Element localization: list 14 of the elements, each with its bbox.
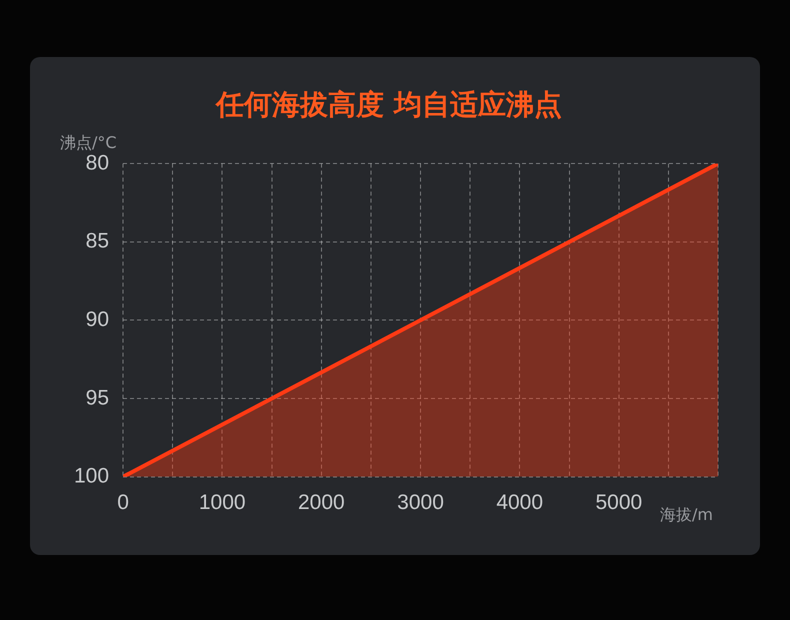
x-tick-label: 3000 [397, 491, 444, 514]
x-tick-label: 2000 [298, 491, 345, 514]
x-tick-label: 4000 [496, 491, 544, 514]
y-tick-label: 95 [86, 386, 110, 410]
y-tick-label: 90 [86, 308, 110, 331]
y-axis-title: 沸点/°C [60, 133, 117, 154]
y-tick-label: 100 [74, 464, 110, 488]
y-tick-label: 80 [86, 151, 110, 174]
x-tick-label: 0 [117, 491, 129, 514]
chart-title: 任何海拔高度 均自适应沸点 [215, 88, 562, 122]
x-tick-label: 1000 [198, 491, 246, 514]
y-tick-label: 85 [86, 230, 110, 253]
x-axis-title: 海拔/m [660, 505, 713, 526]
x-tick-label: 5000 [595, 491, 642, 514]
